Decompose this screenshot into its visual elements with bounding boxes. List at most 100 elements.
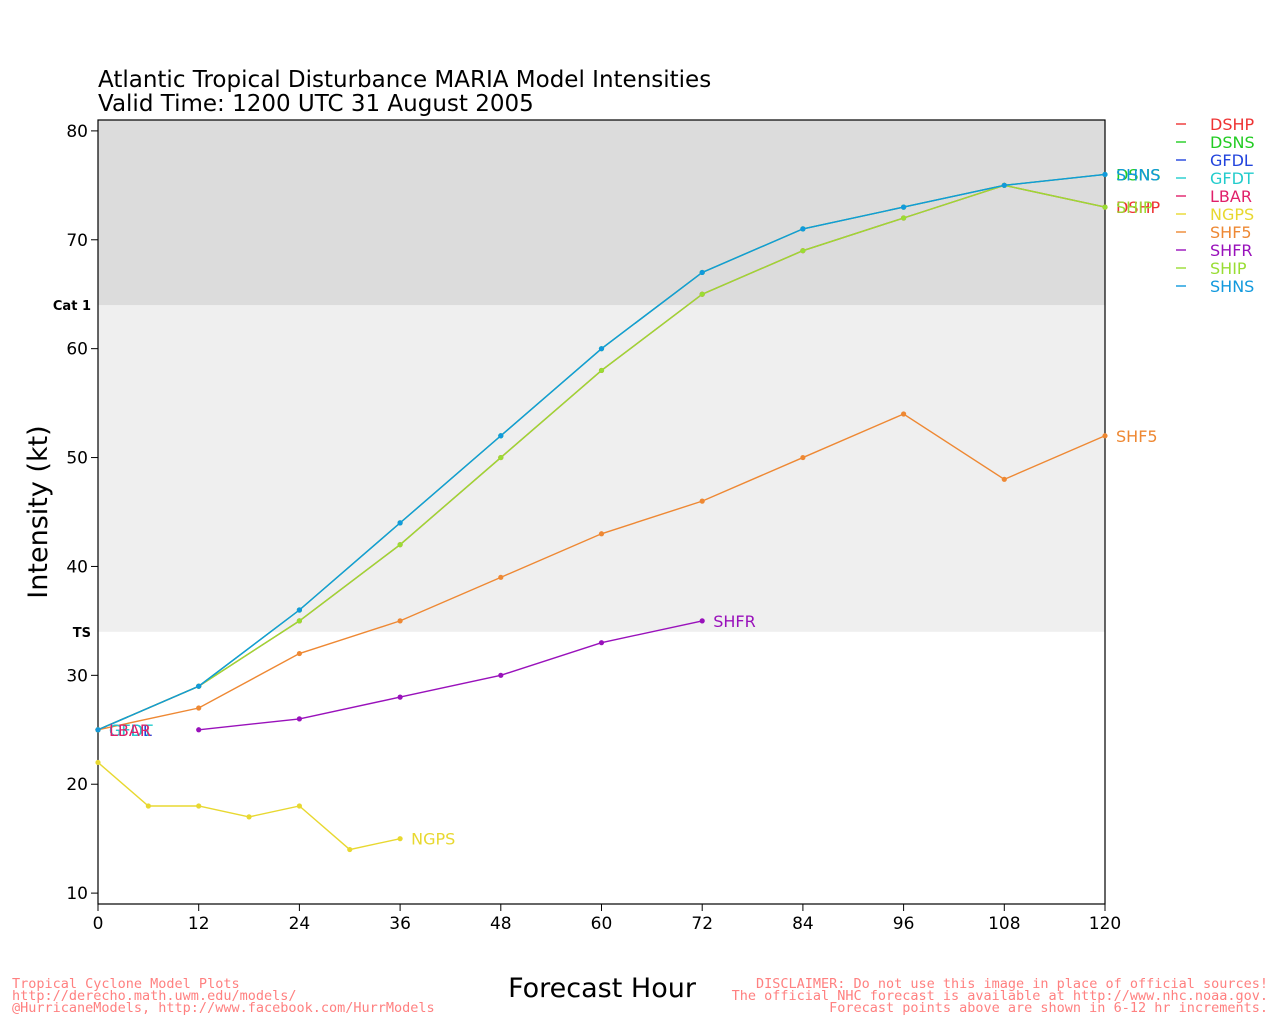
x-tick-label-48: 48: [490, 914, 512, 934]
x-tick-label-0: 0: [93, 914, 104, 934]
data-point-shns-84: [800, 226, 806, 232]
data-point-shf5-48: [498, 574, 504, 580]
data-point-ship-72: [699, 291, 705, 297]
data-point-ngps-24: [296, 803, 302, 809]
data-point-shfr-48: [498, 672, 504, 678]
data-point-shf5-12: [196, 705, 202, 711]
end-label-ship: SHIP: [1116, 198, 1153, 217]
footer-left-line-2: http://derecho.math.uwm.edu/models/: [12, 988, 296, 1004]
end-label-shns: SHNS: [1116, 165, 1160, 184]
y-tick-label-10: 10: [66, 884, 88, 904]
x-tick-label-60: 60: [591, 914, 613, 934]
data-point-shns-36: [397, 520, 403, 526]
series-line-shfr: [198, 620, 703, 731]
legend-label-ship: SHIP: [1210, 259, 1247, 278]
series-shfr: [196, 618, 705, 733]
data-point-ngps-0: [95, 759, 101, 766]
series-lines: [95, 171, 1108, 853]
series-ship: [95, 182, 1108, 733]
data-point-shfr-12: [196, 727, 202, 733]
x-tick-label-36: 36: [389, 914, 411, 934]
y-tick-label-40: 40: [66, 557, 88, 577]
legend-label-shfr: SHFR: [1210, 241, 1253, 260]
data-point-shfr-36: [397, 694, 403, 700]
end-label-dshp: DSHP: [1116, 198, 1161, 217]
y-tick-label-30: 30: [66, 666, 88, 686]
legend-label-lbar: LBAR: [1210, 187, 1252, 206]
series-shns: [95, 171, 1108, 733]
data-point-ship-120: [1102, 204, 1108, 210]
y-axis-ticks: 10 20 30 40 50 60 70 80: [66, 122, 98, 904]
data-point-shns-96: [901, 204, 907, 210]
data-point-shf5-72: [699, 498, 705, 504]
end-label-gfdl: GFDL: [109, 721, 152, 740]
data-point-shns-72: [699, 269, 705, 276]
x-tick-label-120: 120: [1089, 914, 1121, 934]
legend-label-ngps: NGPS: [1210, 205, 1254, 224]
data-point-ngps-6: [145, 803, 151, 809]
x-tick-label-24: 24: [289, 914, 311, 934]
band-0: [98, 305, 1105, 632]
chart-subtitle: Valid Time: 1200 UTC 31 August 2005: [98, 91, 534, 117]
legend-label-dshp: DSHP: [1210, 115, 1255, 134]
footer-right-line-1: DISCLAIMER: Do not use this image in pla…: [756, 976, 1268, 992]
x-axis-label: Forecast Hour: [508, 973, 697, 1004]
end-label-ngps: NGPS: [411, 830, 455, 849]
data-point-shns-48: [498, 433, 504, 439]
x-tick-label-84: 84: [792, 914, 814, 934]
y-tick-label-20: 20: [66, 775, 88, 795]
data-point-ngps-36: [397, 836, 403, 842]
end-label-gfdt: GFDT: [109, 721, 153, 740]
legend-label-dsns: DSNS: [1210, 133, 1255, 152]
x-tick-label-12: 12: [188, 914, 210, 934]
footer-right-line-2: The official NHC forecast is available a…: [732, 988, 1268, 1004]
data-point-ship-48: [498, 454, 504, 461]
data-point-shf5-96: [901, 411, 907, 417]
data-point-shns-12: [196, 683, 202, 689]
data-point-ngps-30: [347, 846, 353, 853]
x-tick-label-96: 96: [893, 914, 915, 934]
y-axis-label: Intensity (kt): [23, 425, 54, 598]
data-point-shfr-72: [699, 618, 705, 624]
data-point-shf5-84: [800, 454, 806, 461]
data-point-ship-84: [800, 248, 806, 254]
data-point-ship-24: [296, 618, 302, 624]
data-point-shf5-24: [296, 650, 302, 657]
band-labels: TS Cat 1: [53, 299, 91, 641]
band-label-0: TS: [73, 626, 91, 641]
x-axis-ticks: 0 12 24 36 48 60 72 84 96 108 120: [93, 904, 1121, 934]
end-label-shf5: SHF5: [1116, 427, 1158, 446]
x-tick-label-72: 72: [691, 914, 713, 934]
y-tick-label-80: 80: [66, 122, 88, 142]
data-point-shns-108: [1001, 182, 1007, 188]
intensity-bands: [98, 120, 1105, 904]
data-point-ship-96: [901, 215, 907, 221]
end-label-lbar: LBAR: [109, 721, 151, 740]
y-tick-label-70: 70: [66, 231, 88, 251]
end-label-shfr: SHFR: [713, 612, 756, 631]
chart-title: Atlantic Tropical Disturbance MARIA Mode…: [98, 67, 711, 93]
data-point-shf5-108: [1001, 476, 1007, 482]
data-point-shf5-60: [598, 531, 605, 537]
data-point-shns-0: [95, 727, 101, 733]
footer-right-line-3: Forecast points above are shown in 6-12 …: [829, 1000, 1268, 1016]
data-point-ngps-12: [196, 803, 202, 809]
legend-label-shf5: SHF5: [1210, 223, 1252, 242]
x-tick-label-108: 108: [988, 914, 1020, 934]
data-point-ship-36: [397, 542, 403, 548]
data-point-shfr-24: [296, 716, 302, 722]
legend-label-gfdl: GFDL: [1210, 151, 1253, 170]
end-label-dsns: DSNS: [1116, 165, 1161, 184]
data-point-shns-120: [1102, 171, 1108, 178]
footer-left-line-1: Tropical Cyclone Model Plots: [12, 976, 240, 992]
data-point-ship-60: [598, 367, 605, 374]
band-label-1: Cat 1: [53, 299, 91, 314]
legend-label-shns: SHNS: [1210, 277, 1254, 296]
y-tick-label-60: 60: [66, 340, 88, 360]
data-point-shfr-60: [598, 640, 605, 646]
data-point-ngps-18: [246, 814, 252, 820]
data-point-shf5-36: [397, 618, 403, 624]
